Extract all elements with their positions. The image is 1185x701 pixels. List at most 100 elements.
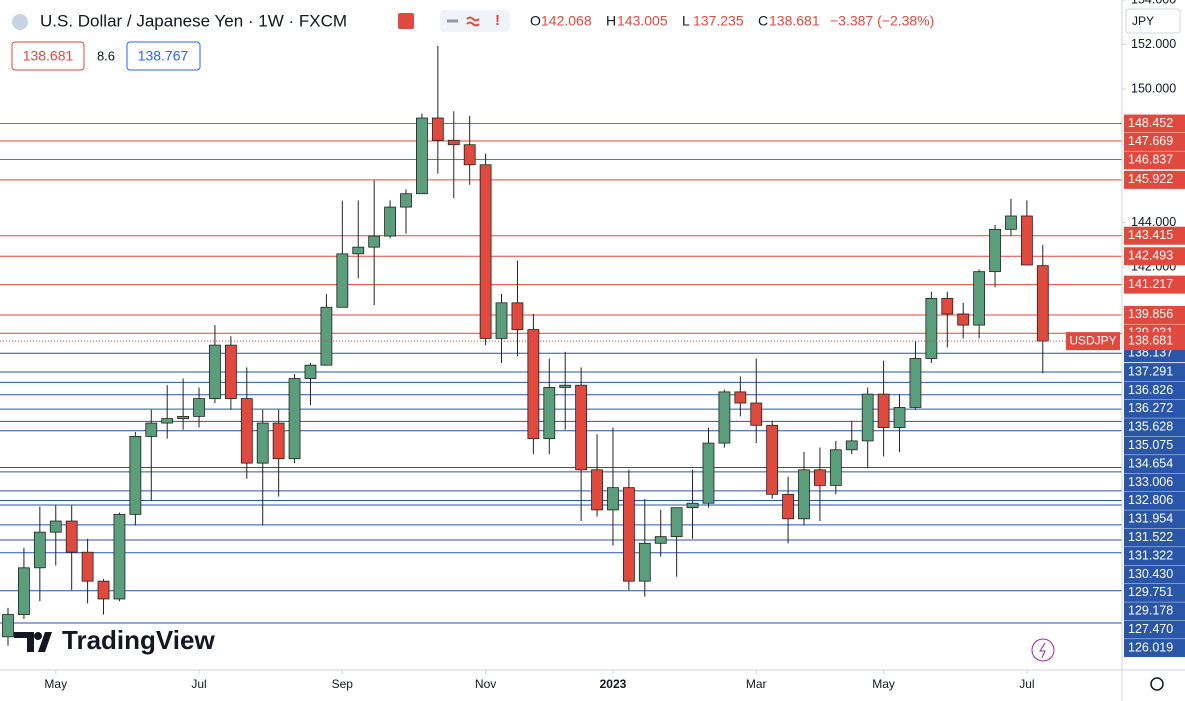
ohlc-legend: O 142.068 H 143.005 L 137.235 C 138.681 −3.387 (… bbox=[530, 13, 934, 29]
level-label: 127.470 bbox=[1128, 622, 1173, 636]
candle-body bbox=[193, 398, 205, 417]
level-label-box bbox=[1124, 305, 1185, 324]
candle-body bbox=[829, 449, 842, 486]
level-label-box bbox=[1124, 363, 1185, 382]
level-label-box bbox=[1124, 602, 1185, 621]
level-label: 136.272 bbox=[1128, 401, 1173, 415]
x-tick-label: 2023 bbox=[600, 677, 627, 691]
symbol-tag-label: USDJPY bbox=[1069, 333, 1116, 347]
spread: 8.6 bbox=[97, 48, 115, 63]
candle-body bbox=[145, 422, 158, 437]
events-button[interactable] bbox=[1031, 638, 1055, 662]
candle-body bbox=[909, 358, 922, 408]
level-label-box bbox=[1124, 436, 1185, 455]
candle-body bbox=[845, 440, 858, 451]
x-tick-label: Jul bbox=[191, 677, 206, 691]
level-label: 132.806 bbox=[1128, 493, 1173, 507]
ask-price: 138.767 bbox=[138, 48, 189, 64]
candle-body bbox=[18, 567, 30, 615]
candle-body bbox=[495, 302, 508, 339]
candle-body bbox=[957, 313, 970, 326]
level-label: 129.178 bbox=[1128, 604, 1173, 618]
level-label-box bbox=[1124, 114, 1185, 133]
level-label-box bbox=[1124, 620, 1185, 639]
y-tick-label: 152.000 bbox=[1131, 37, 1176, 51]
candle-body bbox=[1036, 265, 1049, 342]
bid-price: 138.681 bbox=[23, 48, 74, 64]
candle-body bbox=[479, 164, 492, 339]
level-label-box bbox=[1124, 639, 1185, 658]
candle-body bbox=[256, 422, 269, 464]
candle-body bbox=[288, 378, 301, 460]
x-tick-label: Nov bbox=[475, 677, 496, 691]
candle-body bbox=[97, 580, 110, 600]
ask-box[interactable] bbox=[126, 41, 201, 71]
currency-button[interactable] bbox=[1125, 8, 1181, 34]
level-label-box bbox=[1124, 151, 1185, 170]
bid-box[interactable] bbox=[11, 41, 85, 71]
level-label: 143.415 bbox=[1128, 228, 1173, 242]
ohlc-value: 138.681 bbox=[769, 13, 820, 29]
status-icon bbox=[466, 16, 480, 27]
candle-body bbox=[638, 542, 651, 582]
candle-body bbox=[607, 487, 619, 511]
x-tick-label: Sep bbox=[332, 677, 354, 691]
level-label: 130.430 bbox=[1128, 567, 1173, 581]
ohlc-value: 143.005 bbox=[617, 13, 668, 29]
candle-body bbox=[49, 520, 62, 533]
level-label: 135.628 bbox=[1128, 420, 1173, 434]
settings-button[interactable] bbox=[1150, 677, 1164, 691]
candle-body bbox=[686, 502, 699, 509]
candle-body bbox=[654, 536, 667, 544]
candle-body bbox=[591, 469, 603, 511]
level-label-box bbox=[1124, 275, 1185, 294]
level-label-box bbox=[1124, 473, 1185, 492]
x-tick-label: Jul bbox=[1019, 677, 1034, 691]
candle-body bbox=[177, 415, 190, 420]
candle-body bbox=[416, 117, 428, 195]
level-label: 133.006 bbox=[1128, 475, 1173, 489]
level-label: 147.669 bbox=[1128, 134, 1173, 148]
change: −3.387 (−2.38%) bbox=[830, 13, 934, 29]
x-tick-label: May bbox=[44, 677, 67, 691]
candle-body bbox=[272, 422, 285, 460]
level-label: 145.922 bbox=[1128, 172, 1173, 186]
ohlc-key: O bbox=[530, 13, 541, 29]
candle-body bbox=[559, 384, 572, 388]
flag-button[interactable] bbox=[398, 13, 414, 29]
candle-body bbox=[861, 393, 874, 442]
candle-body bbox=[877, 393, 890, 428]
ohlc-value: 142.068 bbox=[541, 13, 592, 29]
y-tick-label: 154.000 bbox=[1131, 0, 1176, 6]
level-label: 131.954 bbox=[1128, 512, 1173, 526]
candle-body bbox=[543, 387, 556, 440]
candle-body bbox=[702, 442, 715, 504]
level-label: 126.019 bbox=[1128, 640, 1173, 654]
candle-body bbox=[336, 253, 349, 308]
level-label: 139.856 bbox=[1128, 307, 1173, 321]
y-tick-label: 144.000 bbox=[1131, 215, 1176, 229]
level-label: 141.217 bbox=[1128, 277, 1173, 291]
watermark-logo bbox=[14, 632, 52, 652]
level-label-box bbox=[1124, 547, 1185, 566]
level-label-box bbox=[1124, 491, 1185, 510]
ohlc-key: L bbox=[682, 13, 690, 29]
chart-title[interactable]: U.S. Dollar / Japanese Yen · 1W · FXCM bbox=[40, 11, 347, 30]
symbol-tag bbox=[1066, 332, 1120, 351]
level-label-box bbox=[1124, 565, 1185, 584]
ohlc-value: 137.235 bbox=[693, 13, 744, 29]
candle-body bbox=[240, 398, 253, 464]
level-label-box bbox=[1124, 418, 1185, 437]
candle-body bbox=[320, 306, 333, 366]
candle-body bbox=[511, 302, 524, 330]
level-label-box bbox=[1124, 399, 1185, 418]
logo bbox=[34, 632, 42, 640]
candle-body bbox=[766, 424, 779, 495]
candle-body bbox=[973, 271, 986, 326]
candle-body bbox=[989, 228, 1001, 273]
level-label-box bbox=[1124, 510, 1185, 529]
candle-body bbox=[209, 344, 221, 399]
level-label: 146.837 bbox=[1128, 153, 1173, 167]
